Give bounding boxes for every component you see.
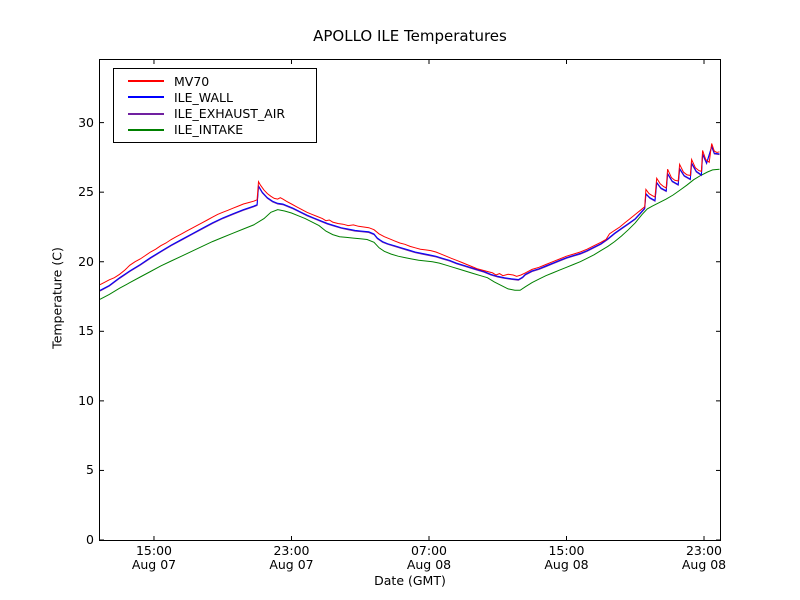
x-tick-time: 15:00 — [548, 543, 585, 558]
y-tick-label: 0 — [86, 532, 94, 547]
x-tick-date: Aug 08 — [681, 557, 727, 572]
chart-title: APOLLO ILE Temperatures — [313, 27, 507, 45]
axes-frame — [99, 59, 721, 541]
legend: MV70 ILE_WALL ILE_EXHAUST_AIR ILE_INTAKE — [113, 68, 317, 143]
legend-label: ILE_INTAKE — [174, 122, 244, 138]
x-tick-label: 23:00 Aug 07 — [241, 544, 341, 572]
legend-item-ile-intake: ILE_INTAKE — [128, 122, 312, 137]
legend-line-sample — [128, 96, 164, 99]
x-tick-time: 23:00 — [273, 543, 310, 558]
legend-item-ile-exhaust-air: ILE_EXHAUST_AIR — [128, 106, 312, 121]
legend-line-sample — [128, 112, 164, 115]
y-tick-label: 10 — [78, 392, 94, 408]
x-axis-label: Date (GMT) — [374, 573, 446, 588]
x-tick-label: 23:00 Aug 08 — [654, 544, 754, 572]
y-tick-label: 5 — [86, 462, 94, 478]
x-tick-date: Aug 08 — [544, 557, 589, 572]
legend-line-sample — [128, 128, 164, 131]
x-tick-time: 23:00 — [685, 543, 723, 558]
x-tick-time: 07:00 — [410, 543, 447, 558]
legend-line-sample — [128, 80, 164, 83]
x-tick-date: Aug 08 — [406, 557, 452, 572]
legend-item-mv70: MV70 — [128, 74, 312, 89]
x-tick-time: 15:00 — [135, 543, 172, 558]
x-tick-date: Aug 07 — [131, 557, 177, 572]
legend-label: ILE_WALL — [174, 89, 233, 105]
x-tick-label: 15:00 Aug 07 — [104, 544, 204, 572]
legend-label: ILE_EXHAUST_AIR — [174, 106, 286, 122]
x-tick-label: 07:00 Aug 08 — [379, 544, 479, 572]
series-line-ile_wall — [99, 144, 720, 291]
legend-item-ile-wall: ILE_WALL — [128, 90, 312, 105]
y-tick-label: 30 — [78, 114, 94, 130]
x-tick-date: Aug 07 — [269, 557, 314, 572]
series-line-ile_exhaust_air — [99, 145, 720, 292]
legend-label: MV70 — [174, 73, 210, 89]
y-tick-label: 25 — [78, 184, 94, 200]
y-tick-label: 15 — [78, 323, 94, 339]
series-line-ile_intake — [99, 168, 720, 300]
y-tick-label: 20 — [78, 253, 94, 269]
x-tick-label: 15:00 Aug 08 — [517, 544, 617, 572]
series-line-mv70 — [99, 143, 720, 286]
